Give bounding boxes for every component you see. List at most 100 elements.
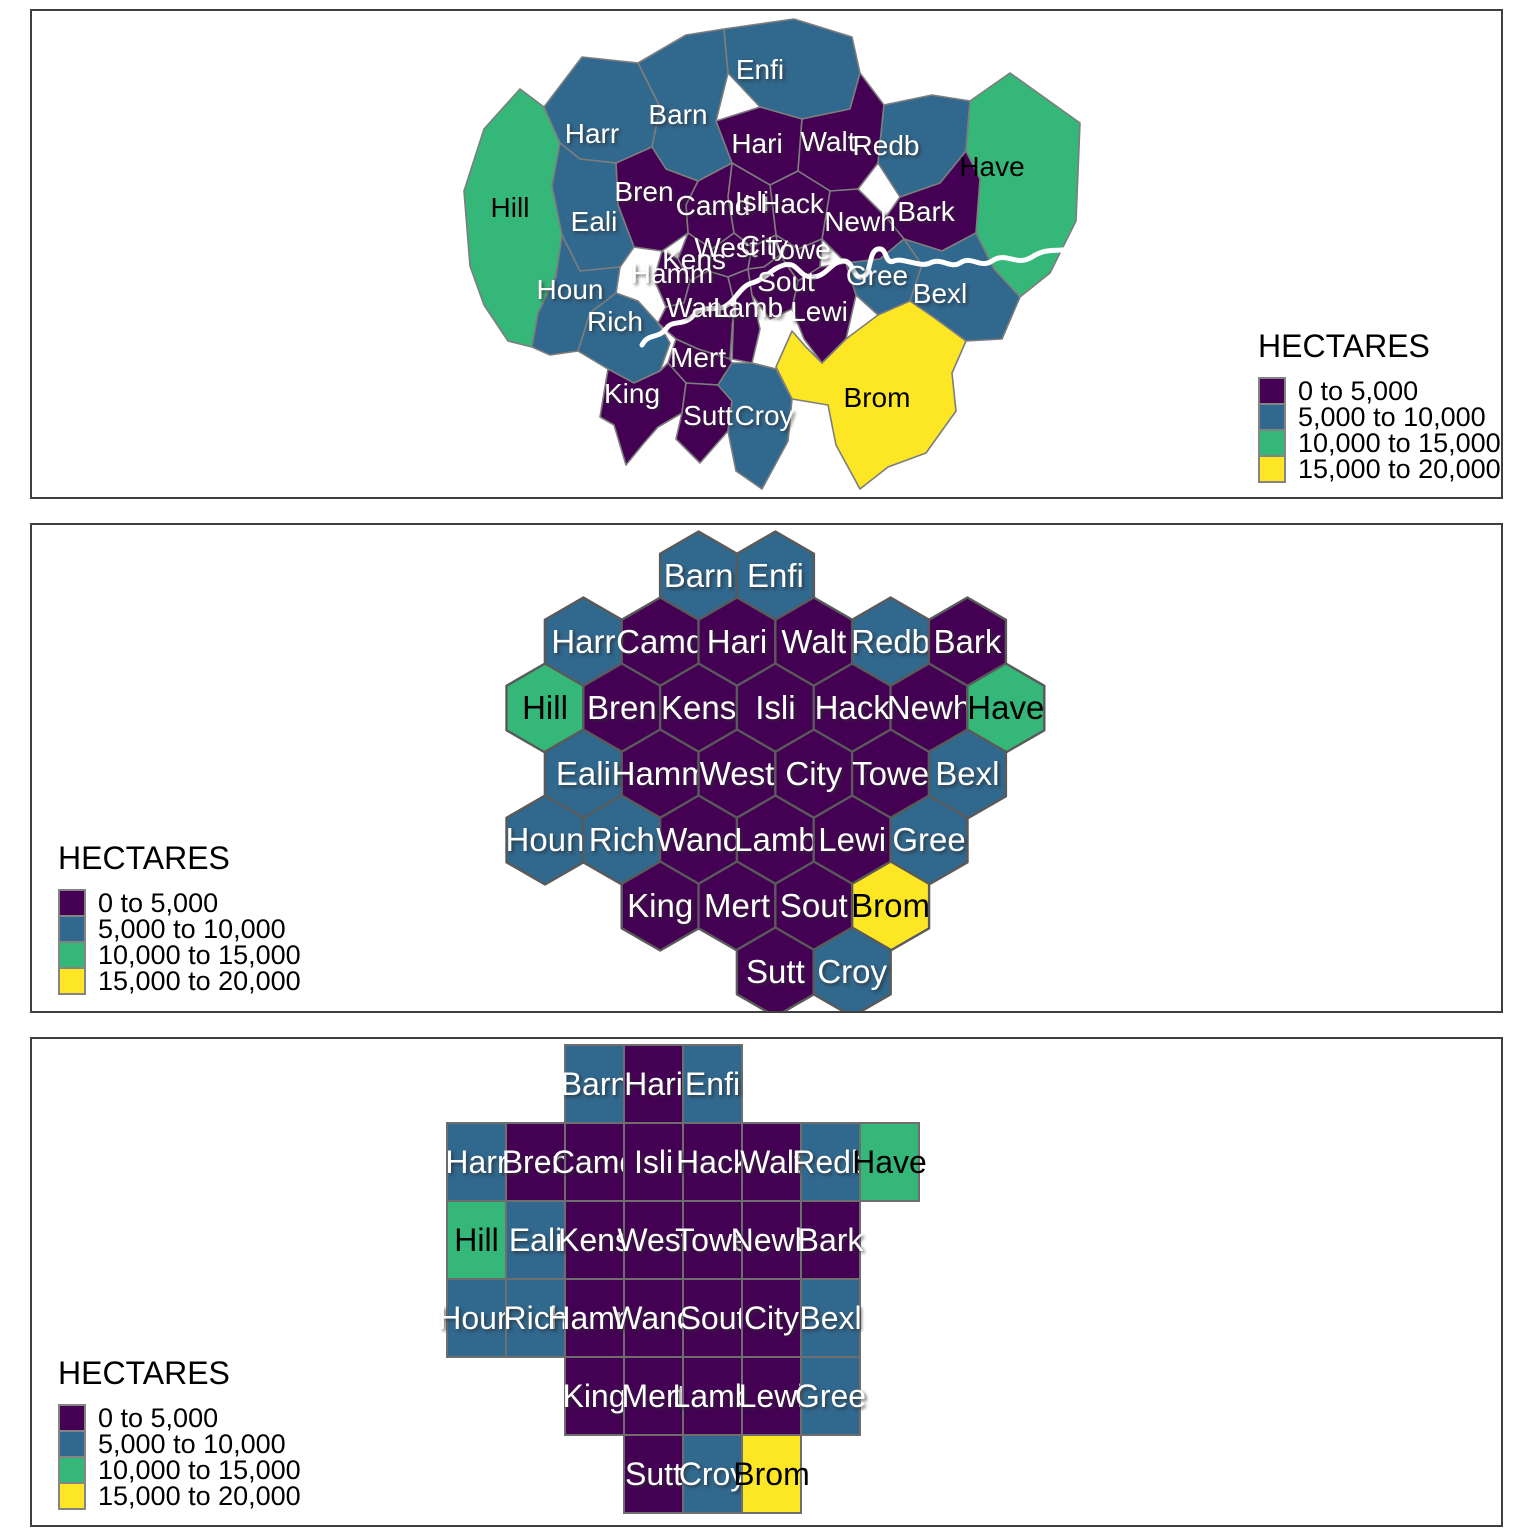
grid-cell-Lewi — [741, 1356, 802, 1436]
geo-label-Wand: Wand — [666, 292, 738, 323]
hex-label-Towe: Towe — [852, 755, 929, 792]
grid-label-Mert: Mert — [622, 1378, 686, 1414]
hex-label-Wand: Wand — [656, 821, 741, 858]
hex-label-Walt: Walt — [781, 623, 846, 660]
legend-item-label: 5,000 to 10,000 — [98, 1428, 286, 1459]
hex-label-Hamm: Hamm — [612, 755, 709, 792]
grid-label-Enfi: Enfi — [685, 1066, 740, 1102]
geo-region-King — [599, 362, 687, 466]
grid-label-Lewi: Lewi — [739, 1378, 805, 1414]
geo-label-West: West — [694, 232, 757, 263]
hex-label-Hari: Hari — [707, 623, 768, 660]
geo-label-Hack: Hack — [760, 188, 825, 219]
geo-label-City: City — [740, 230, 788, 261]
london-borough-hex-cartogram: Barn Enfi Harr Camd Hari Walt Redb Bark Hill Bren… — [505, 530, 1046, 1011]
grid-cell-Have — [859, 1122, 920, 1202]
grid-cell-West — [623, 1200, 684, 1280]
legend-swatch-2 — [1258, 429, 1286, 457]
legend-item: 15,000 to 20,000 — [58, 1481, 301, 1511]
hex-label-Mert: Mert — [704, 887, 770, 924]
legend-items: 0 to 5,000 5,000 to 10,000 10,000 to 15,00… — [1258, 376, 1501, 484]
panel-grid-cartogram: Barn Hari Enfi Harr Bren Camd Isli Hack Walt Redb… — [30, 1037, 1503, 1527]
hex-label-Redb: Redb — [851, 623, 930, 660]
hex-label-Sout: Sout — [780, 887, 848, 924]
grid-cell-Walt — [741, 1122, 802, 1202]
grid-cell-Hack — [682, 1122, 743, 1202]
grid-label-Newh: Newh — [731, 1222, 813, 1258]
panel-hex-cartogram: Barn Enfi Harr Camd Hari Walt Redb Bark Hill Bren… — [30, 523, 1503, 1013]
hex-label-Houn: Houn — [506, 821, 585, 858]
legend-items: 0 to 5,000 5,000 to 10,000 10,000 to 15,00… — [58, 1403, 301, 1511]
hex-label-Hill: Hill — [522, 689, 568, 726]
legend-swatch-0 — [1258, 377, 1286, 405]
geo-label-Harr: Harr — [565, 118, 619, 149]
legend-item: 0 to 5,000 — [58, 887, 301, 918]
legend-item-label: 0 to 5,000 — [98, 887, 219, 918]
geo-label-Mert: Mert — [670, 342, 726, 373]
geo-label-Kens: Kens — [662, 244, 726, 275]
grid-label-Bexl: Bexl — [799, 1300, 861, 1336]
geo-label-Hamm: Hamm — [631, 258, 713, 289]
legend-swatch-3 — [58, 967, 86, 995]
hex-label-Have: Have — [967, 689, 1044, 726]
panel-geographic-map: Enfi Barn Harr Hari Walt Redb Have Hill Bren Camd… — [30, 9, 1503, 499]
grid-cell-Gree — [800, 1356, 861, 1436]
hex-label-City: City — [785, 755, 842, 792]
hex-label-Gree: Gree — [892, 821, 965, 858]
grid-label-Isli: Isli — [634, 1144, 673, 1180]
geo-label-Hill: Hill — [491, 192, 530, 223]
grid-cell-Isli — [623, 1122, 684, 1202]
legend-grid: HECTARES 0 to 5,000 5,000 to 10,000 10,000… — [58, 1355, 301, 1511]
grid-label-Brom: Brom — [733, 1456, 809, 1492]
geo-region-Croy — [717, 362, 793, 490]
grid-label-Bren: Bren — [502, 1144, 570, 1180]
geo-label-Isli: Isli — [735, 186, 769, 217]
legend-item: 10,000 to 15,000 — [1258, 427, 1501, 458]
grid-label-Lamb: Lamb — [672, 1378, 752, 1414]
legend-swatch-1 — [1258, 403, 1286, 431]
legend-swatch-2 — [58, 1456, 86, 1484]
grid-cell-Kens — [564, 1200, 625, 1280]
hex-label-Brom: Brom — [851, 887, 930, 924]
grid-cell-Croy — [682, 1434, 743, 1514]
legend-swatch-2 — [58, 941, 86, 969]
grid-label-Walt: Walt — [740, 1144, 803, 1180]
grid-label-Sutt: Sutt — [625, 1456, 682, 1492]
legend-item-label: 10,000 to 15,000 — [1298, 427, 1501, 458]
grid-label-Hill: Hill — [454, 1222, 498, 1258]
legend-swatch-0 — [58, 1404, 86, 1432]
grid-cell-Newh — [741, 1200, 802, 1280]
geo-region-Rich — [577, 292, 671, 384]
grid-cell-Rich — [505, 1278, 566, 1358]
grid-cell-Bark — [800, 1200, 861, 1280]
hex-label-Harr: Harr — [551, 623, 615, 660]
geo-label-Lamb: Lamb — [713, 292, 783, 323]
legend-swatch-3 — [58, 1482, 86, 1510]
grid-cell-Sutt — [623, 1434, 684, 1514]
legend-item: 5,000 to 10,000 — [58, 913, 301, 944]
geo-region-Brom — [775, 300, 967, 490]
legend-item-label: 5,000 to 10,000 — [98, 913, 286, 944]
grid-label-Eali: Eali — [509, 1222, 562, 1258]
legend-item: 0 to 5,000 — [58, 1403, 301, 1433]
grid-cell-Towe — [682, 1200, 743, 1280]
grid-cell-Eali — [505, 1200, 566, 1280]
geo-label-Gree: Gree — [846, 260, 908, 291]
legend-item-label: 10,000 to 15,000 — [98, 1454, 301, 1485]
legend-swatch-1 — [58, 915, 86, 943]
hex-cell-Croy — [812, 926, 892, 1011]
hex-label-Newh: Newh — [887, 689, 971, 726]
grid-label-West: West — [617, 1222, 689, 1258]
grid-cell-Bexl — [800, 1278, 861, 1358]
hex-label-Isli: Isli — [755, 689, 795, 726]
geo-label-Brom: Brom — [844, 382, 911, 413]
geo-label-Bren: Bren — [614, 176, 673, 207]
grid-cell-Enfi — [682, 1044, 743, 1124]
geo-label-Enfi: Enfi — [736, 54, 784, 85]
hex-label-Barn: Barn — [664, 557, 734, 594]
grid-cell-Barn — [564, 1044, 625, 1124]
geo-label-King: King — [604, 378, 660, 409]
legend-item: 10,000 to 15,000 — [58, 1454, 301, 1485]
hex-label-Hack: Hack — [815, 689, 891, 726]
legend-item: 5,000 to 10,000 — [58, 1428, 301, 1459]
